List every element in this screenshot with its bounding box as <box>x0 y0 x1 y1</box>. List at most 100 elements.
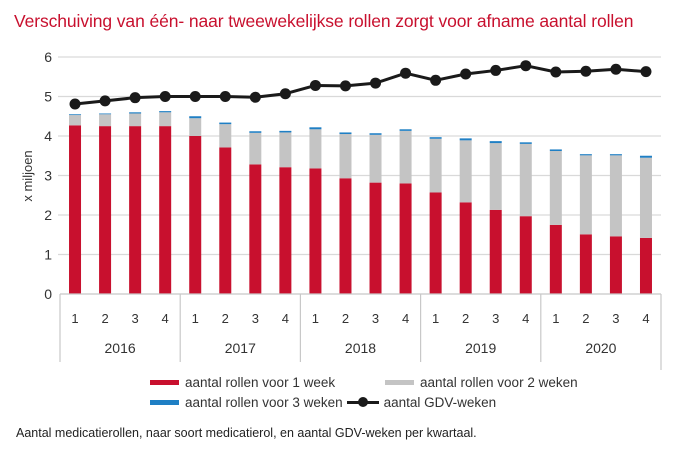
x-quarter-label: 4 <box>522 311 529 326</box>
legend-item-gdv-weken: aantal GDV-weken <box>346 395 496 410</box>
gdv-point <box>520 60 532 72</box>
bar-segment-3-weken <box>309 127 322 130</box>
y-axis-title: x miljoen <box>20 150 35 201</box>
legend-swatch-gray <box>385 379 414 385</box>
x-quarter-label: 1 <box>552 311 559 326</box>
x-year-label: 2020 <box>585 340 616 356</box>
bar-segment-2-weken <box>639 157 652 238</box>
bar-segment-2-weken <box>399 130 412 184</box>
legend-label: aantal rollen voor 2 weken <box>420 374 578 390</box>
x-axis: 1 2 3 4 2016 1 2 3 4 2017 1 2 3 4 2018 1 2 3 4 2019 1 2 3 4 2020 <box>59 293 662 370</box>
bar-segment-1-week <box>579 234 592 294</box>
bar-segment-3-weken <box>99 113 112 115</box>
gdv-point <box>430 74 442 86</box>
bar-segment-1-week <box>219 147 232 294</box>
bar-segment-3-weken <box>129 112 142 114</box>
bar-segment-2-weken <box>249 132 262 165</box>
x-quarter-label: 2 <box>101 311 108 326</box>
gdv-point <box>640 66 652 78</box>
bar-segment-1-week <box>639 237 652 294</box>
bar-segment-2-weken <box>459 140 472 203</box>
gdv-point <box>460 68 472 80</box>
x-quarter-label: 1 <box>192 311 199 326</box>
x-quarter-label: 1 <box>432 311 439 326</box>
gdv-point <box>490 64 502 76</box>
legend: aantal rollen voor 1 week aantal rollen … <box>150 372 578 412</box>
gdv-point <box>159 91 171 102</box>
x-quarter-label: 2 <box>462 311 469 326</box>
bar-segment-2-weken <box>159 112 172 127</box>
y-axis-ticks: 0 1 2 3 4 5 6 <box>44 49 52 302</box>
gdv-point <box>550 66 562 78</box>
x-quarter-label: 4 <box>642 311 649 326</box>
gdv-point <box>69 98 81 110</box>
chart-title: Verschuiving van één- naar tweewekelijks… <box>14 11 634 31</box>
bar-segment-2-weken <box>489 143 502 210</box>
bar-segment-1-week <box>549 224 562 294</box>
bar-segment-1-week <box>429 192 442 294</box>
x-year-label: 2019 <box>465 340 496 356</box>
bar-segment-1-week <box>309 168 322 294</box>
bar-segment-2-weken <box>309 129 322 169</box>
x-quarter-label: 3 <box>132 311 139 326</box>
gdv-point <box>339 80 351 92</box>
legend-item-2-weken: aantal rollen voor 2 weken <box>385 375 578 390</box>
bar-segment-2-weken <box>339 134 352 179</box>
x-quarter-label: 1 <box>312 311 319 326</box>
bar-segment-1-week <box>99 126 112 294</box>
bar-segment-1-week <box>69 125 82 295</box>
bar-segment-1-week <box>249 164 262 294</box>
bar-segment-1-week <box>459 202 472 294</box>
x-quarter-label: 2 <box>342 311 349 326</box>
bar-segment-3-weken <box>519 142 532 144</box>
bar-segment-1-week <box>339 178 352 294</box>
gdv-point <box>219 91 231 102</box>
bar-segment-1-week <box>159 126 172 294</box>
bar-segment-1-week <box>129 126 142 294</box>
x-quarter-label: 3 <box>252 311 259 326</box>
legend-line-marker-icon <box>346 396 379 408</box>
y-tick-label: 1 <box>44 247 52 263</box>
gdv-point <box>249 91 261 103</box>
bar-segment-3-weken <box>69 114 82 116</box>
bar-segment-2-weken <box>189 118 202 136</box>
gdv-point <box>370 77 382 89</box>
bar-segment-3-weken <box>429 137 442 139</box>
bar-segment-1-week <box>399 183 412 294</box>
bar-segment-2-weken <box>219 124 232 148</box>
legend-swatch-blue <box>150 399 179 405</box>
gdv-point <box>309 79 321 91</box>
bar-segment-1-week <box>279 167 292 294</box>
gdv-point <box>580 65 592 77</box>
bar-segment-3-weken <box>159 111 172 113</box>
bar-segment-3-weken <box>399 129 412 131</box>
bar-segment-2-weken <box>609 155 622 237</box>
x-quarter-label: 2 <box>222 311 229 326</box>
x-year-label: 2016 <box>105 340 136 356</box>
bar-segment-1-week <box>369 182 382 294</box>
bar-segment-2-weken <box>69 115 82 126</box>
x-quarter-label: 2 <box>582 311 589 326</box>
x-year-label: 2017 <box>225 340 256 356</box>
bar-segment-3-weken <box>579 154 592 156</box>
bar-segment-3-weken <box>219 122 232 125</box>
bar-segment-1-week <box>489 209 502 294</box>
y-tick-label: 5 <box>44 89 52 105</box>
x-quarter-label: 3 <box>372 311 379 326</box>
bars <box>69 111 652 295</box>
bar-segment-2-weken <box>279 132 292 168</box>
bar-segment-3-weken <box>459 138 472 141</box>
legend-label: aantal rollen voor 1 week <box>185 374 336 390</box>
bar-segment-2-weken <box>429 138 442 193</box>
bar-segment-2-weken <box>579 155 592 235</box>
bar-segment-3-weken <box>489 141 502 144</box>
bar-segment-3-weken <box>609 154 622 156</box>
bar-segment-1-week <box>609 236 622 294</box>
gdv-line <box>69 60 652 110</box>
bar-segment-3-weken <box>549 149 562 152</box>
legend-label: aantal rollen voor 3 weken <box>185 394 343 410</box>
legend-item-3-weken: aantal rollen voor 3 weken <box>150 395 343 410</box>
y-tick-label: 4 <box>44 128 52 144</box>
bar-segment-1-week <box>189 136 202 294</box>
x-quarter-label: 3 <box>612 311 619 326</box>
